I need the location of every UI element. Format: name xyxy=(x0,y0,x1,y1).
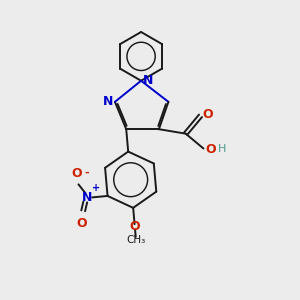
Text: O: O xyxy=(130,220,140,233)
Text: O: O xyxy=(202,108,213,121)
Text: +: + xyxy=(92,183,100,193)
Text: N: N xyxy=(143,74,154,87)
Text: N: N xyxy=(82,191,92,204)
Text: O: O xyxy=(72,167,82,180)
Text: O: O xyxy=(76,217,87,230)
Text: O: O xyxy=(206,142,216,156)
Text: N: N xyxy=(103,95,113,108)
Text: -: - xyxy=(84,167,89,178)
Text: CH₃: CH₃ xyxy=(126,236,146,245)
Text: H: H xyxy=(218,144,226,154)
